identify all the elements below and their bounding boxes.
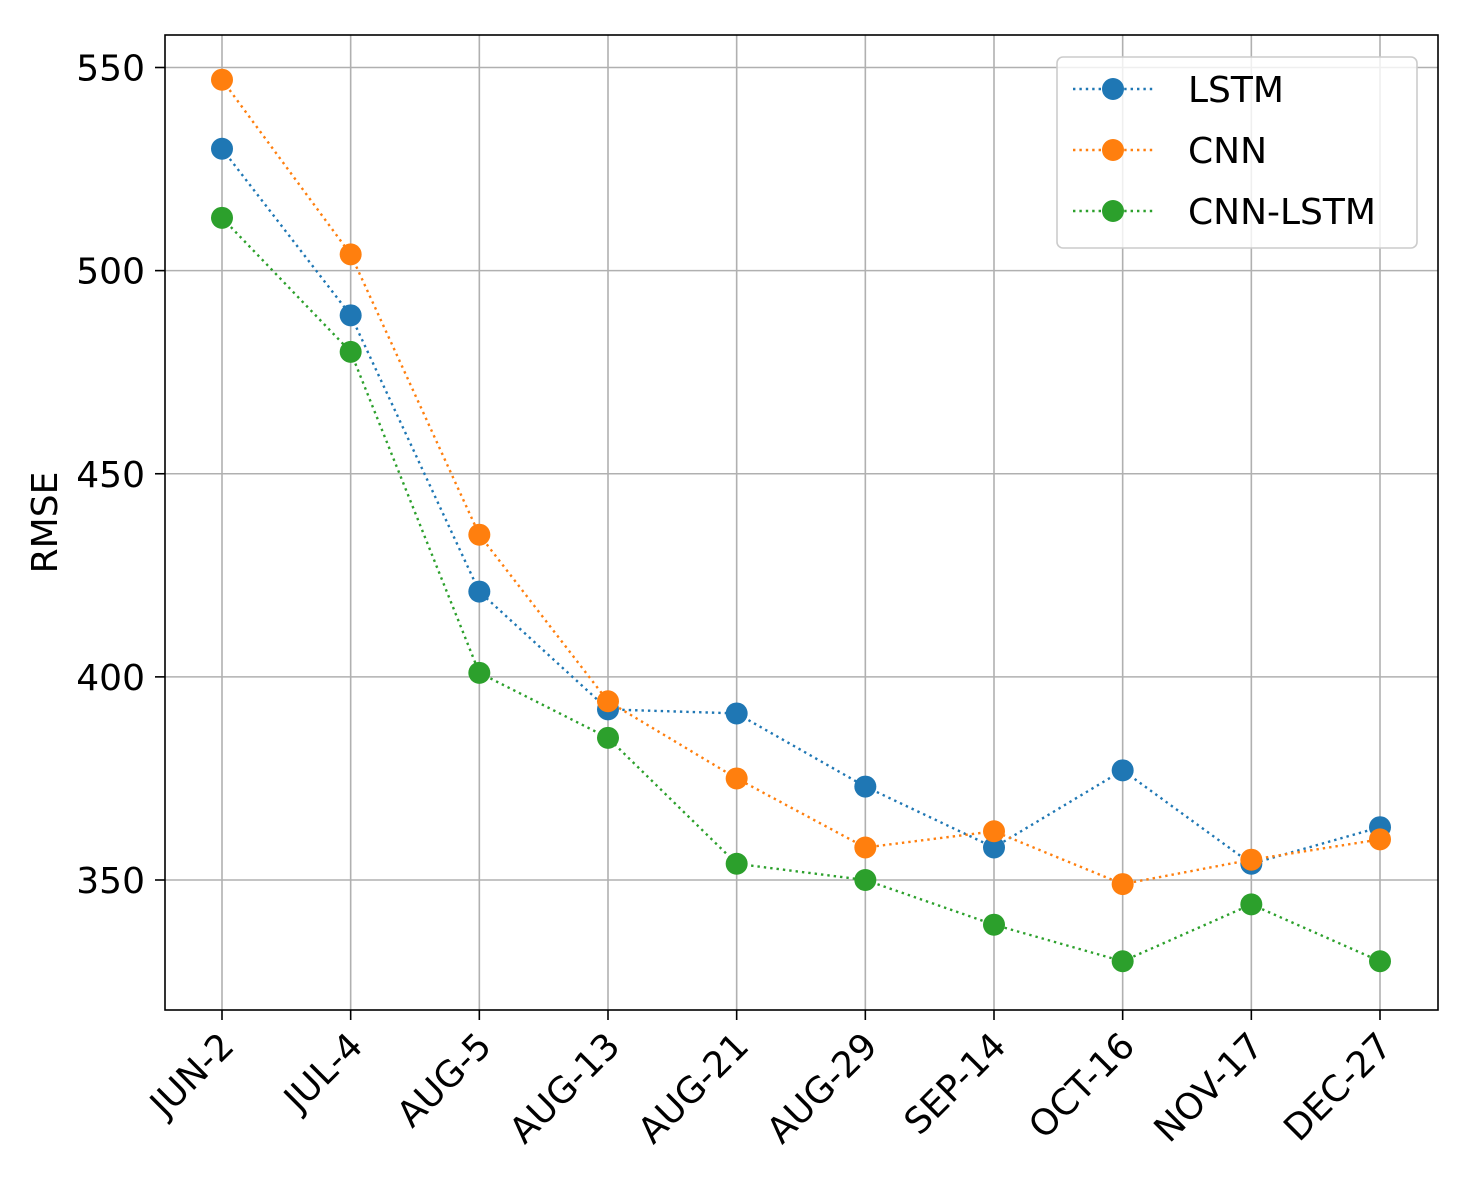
plot-frame (164, 34, 1439, 1011)
series-cnn (211, 68, 1391, 896)
y-axis-title: RMSE (25, 472, 66, 574)
legend-marker (1102, 139, 1124, 161)
data-point-cnn (1240, 848, 1263, 871)
data-point-cnn (468, 523, 491, 546)
y-tick-label: 450 (76, 455, 145, 496)
data-point-cnn (854, 836, 877, 859)
data-point-lstm (211, 137, 233, 160)
legend-label: LSTM (1188, 70, 1284, 111)
data-point-cnn-lstm (854, 869, 877, 891)
data-point-cnn-lstm (339, 340, 362, 363)
data-point-cnn-lstm (1369, 950, 1391, 973)
legend-label: CNN-LSTM (1188, 192, 1376, 233)
legend-marker (1102, 200, 1124, 222)
data-point-cnn (1111, 873, 1134, 896)
data-point-cnn-lstm (1111, 950, 1134, 973)
y-tick-label: 550 (76, 49, 145, 90)
data-point-lstm (854, 775, 877, 798)
data-point-lstm (983, 836, 1005, 859)
data-point-cnn-lstm (725, 852, 748, 875)
y-tick-label: 500 (76, 252, 145, 293)
data-point-lstm (1111, 759, 1134, 782)
series-line-cnn-lstm (221, 216, 1381, 963)
data-point-cnn-lstm (211, 206, 233, 229)
legend-box (1056, 56, 1418, 249)
series-line-lstm (221, 148, 1381, 866)
legend-item-lstm: LSTM (1073, 70, 1284, 111)
data-point-cnn (597, 690, 619, 713)
data-point-cnn (1369, 828, 1391, 851)
data-point-cnn-lstm (983, 913, 1005, 936)
legend-item-cnn-lstm: CNN-LSTM (1073, 192, 1376, 233)
legend: LSTM CNN CNN-LSTM (1056, 56, 1418, 249)
data-point-cnn (725, 767, 748, 790)
y-tick-label: 350 (76, 861, 145, 902)
data-point-cnn-lstm (597, 726, 619, 749)
data-point-cnn (211, 68, 233, 91)
data-point-lstm (725, 702, 748, 725)
legend-label: CNN (1188, 131, 1267, 172)
legend-item-cnn: CNN (1073, 131, 1267, 172)
data-point-lstm (339, 304, 362, 327)
data-point-cnn (339, 243, 362, 266)
data-point-lstm (468, 580, 491, 603)
series-lines (211, 68, 1391, 973)
series-lstm (211, 137, 1391, 875)
y-tick-label: 400 (76, 658, 145, 699)
series-cnn-lstm (211, 206, 1391, 973)
data-point-cnn-lstm (1240, 893, 1263, 916)
data-point-cnn (983, 820, 1005, 843)
data-point-cnn-lstm (468, 661, 491, 684)
legend-marker (1102, 78, 1124, 100)
